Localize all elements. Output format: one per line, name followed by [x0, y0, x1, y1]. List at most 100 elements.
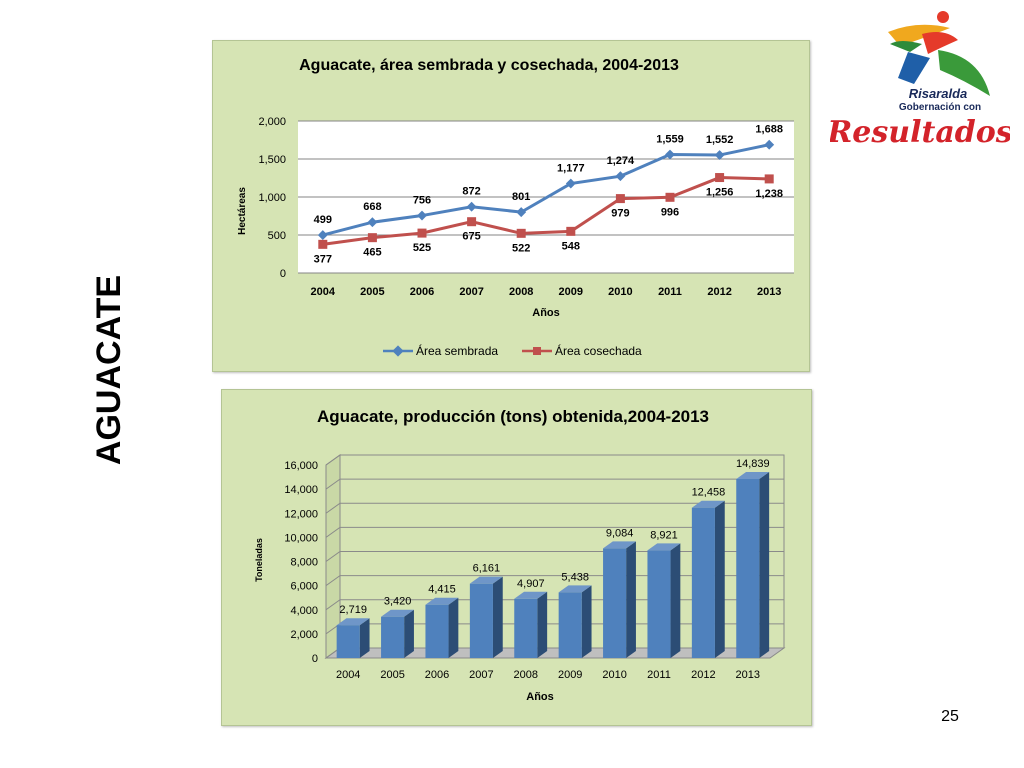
data-label: 1,274: [607, 155, 635, 167]
data-label: 996: [661, 206, 679, 218]
data-label: 3,420: [384, 596, 412, 608]
data-point: [516, 228, 526, 238]
x-tick-label: 2012: [691, 669, 715, 681]
y-tick-label: 8,000: [290, 557, 318, 569]
data-label: 979: [611, 208, 629, 220]
y-tick-label: 0: [312, 653, 318, 665]
x-tick-label: 2011: [658, 286, 682, 298]
x-tick-label: 2010: [608, 286, 632, 298]
legend: Área sembrada Área cosechada: [383, 343, 642, 358]
x-tick-label: 2010: [602, 669, 626, 681]
bar: [469, 576, 503, 658]
data-label: 668: [363, 201, 381, 213]
logo-line2: Gobernación con: [899, 102, 981, 113]
data-label: 675: [462, 231, 480, 243]
y-tick-label: 14,000: [284, 484, 318, 496]
data-label: 1,177: [557, 163, 585, 175]
chart-title: Aguacate, producción (tons) obtenida,200…: [317, 407, 709, 426]
x-tick-label: 2008: [514, 669, 538, 681]
data-label: 756: [413, 195, 431, 207]
gridline: [325, 599, 784, 611]
data-label: 1,559: [656, 134, 684, 146]
y-tick-label: 16,000: [284, 460, 318, 472]
data-label: 548: [562, 240, 580, 252]
data-label: 8,921: [650, 529, 678, 541]
line-chart-panel: Aguacate, área sembrada y cosechada, 200…: [212, 40, 810, 372]
bar-chart: Aguacate, producción (tons) obtenida,200…: [254, 407, 786, 703]
data-label: 801: [512, 191, 530, 203]
bar: [647, 543, 681, 658]
data-point: [615, 171, 626, 182]
data-label: 872: [462, 186, 480, 198]
data-label: 1,688: [755, 124, 783, 136]
gridline: [325, 575, 784, 587]
y-axis-label: Toneladas: [254, 538, 264, 582]
line-chart: Aguacate, área sembrada y cosechada, 200…: [237, 57, 794, 358]
chart-title: Aguacate, área sembrada y cosechada, 200…: [299, 57, 679, 74]
x-axis-label: Años: [526, 691, 554, 703]
data-label: 9,084: [606, 527, 634, 539]
data-label: 12,458: [692, 487, 726, 499]
data-point: [566, 226, 576, 236]
data-label: 5,438: [561, 571, 589, 583]
x-tick-label: 2013: [757, 286, 781, 298]
x-tick-label: 2009: [559, 286, 583, 298]
data-label: 6,161: [473, 563, 501, 575]
data-point: [764, 139, 775, 150]
y-tick-label: 2,000: [258, 116, 286, 128]
gridline: [325, 454, 784, 466]
series-line-cosechada: [322, 176, 770, 246]
bar: [381, 609, 414, 658]
data-point: [466, 201, 477, 212]
x-tick-label: 2007: [469, 669, 493, 681]
y-tick-label: 500: [268, 230, 286, 242]
bar: [603, 541, 636, 658]
gridline: [325, 551, 784, 562]
side-title-text: AGUACATE: [90, 275, 128, 465]
x-tick-label: 2011: [647, 669, 671, 681]
side-title: AGUACATE: [90, 275, 128, 465]
bar: [736, 472, 770, 658]
logo-figure-icon: [888, 11, 990, 96]
x-tick-label: 2006: [425, 669, 449, 681]
data-label: 2,719: [339, 604, 367, 616]
bar: [425, 597, 459, 658]
gridline: [325, 502, 784, 514]
risaralda-logo: Risaralda Gobernación con Resultados: [830, 11, 1010, 150]
legend-marker-cosechada: [533, 347, 541, 355]
bar: [336, 618, 370, 658]
data-point: [417, 228, 427, 238]
y-tick-label: 10,000: [284, 532, 318, 544]
data-label: 1,238: [755, 188, 783, 200]
data-label: 1,552: [706, 134, 734, 146]
y-tick-label: 2,000: [290, 629, 318, 641]
bar: [691, 500, 725, 658]
x-tick-label: 2007: [459, 286, 483, 298]
y-tick-label: 4,000: [290, 605, 318, 617]
data-label: 4,907: [517, 578, 545, 590]
legend-label-cosechada: Área cosechada: [555, 343, 642, 358]
data-point: [467, 217, 477, 227]
data-point: [367, 233, 377, 243]
x-tick-label: 2008: [509, 286, 533, 298]
data-label: 499: [314, 214, 332, 226]
data-label: 4,415: [428, 584, 456, 596]
y-tick-label: 1,000: [258, 192, 286, 204]
logo-line1: Risaralda: [909, 86, 968, 101]
data-label: 1,256: [706, 187, 734, 199]
data-point: [665, 192, 675, 202]
y-tick-label: 6,000: [290, 581, 318, 593]
data-point: [516, 207, 527, 218]
x-tick-label: 2009: [558, 669, 582, 681]
y-axis-label: Hectáreas: [237, 187, 248, 235]
data-label: 465: [363, 247, 381, 259]
x-axis-label: Años: [532, 307, 560, 319]
data-point: [615, 194, 625, 204]
x-tick-label: 2013: [736, 669, 760, 681]
legend-marker-sembrada: [392, 345, 404, 357]
logo-line3: Resultados: [830, 115, 1010, 150]
y-tick-label: 12,000: [284, 508, 318, 520]
series-line-sembrada: [322, 143, 770, 237]
x-tick-label: 2006: [410, 286, 434, 298]
data-point: [317, 230, 328, 241]
